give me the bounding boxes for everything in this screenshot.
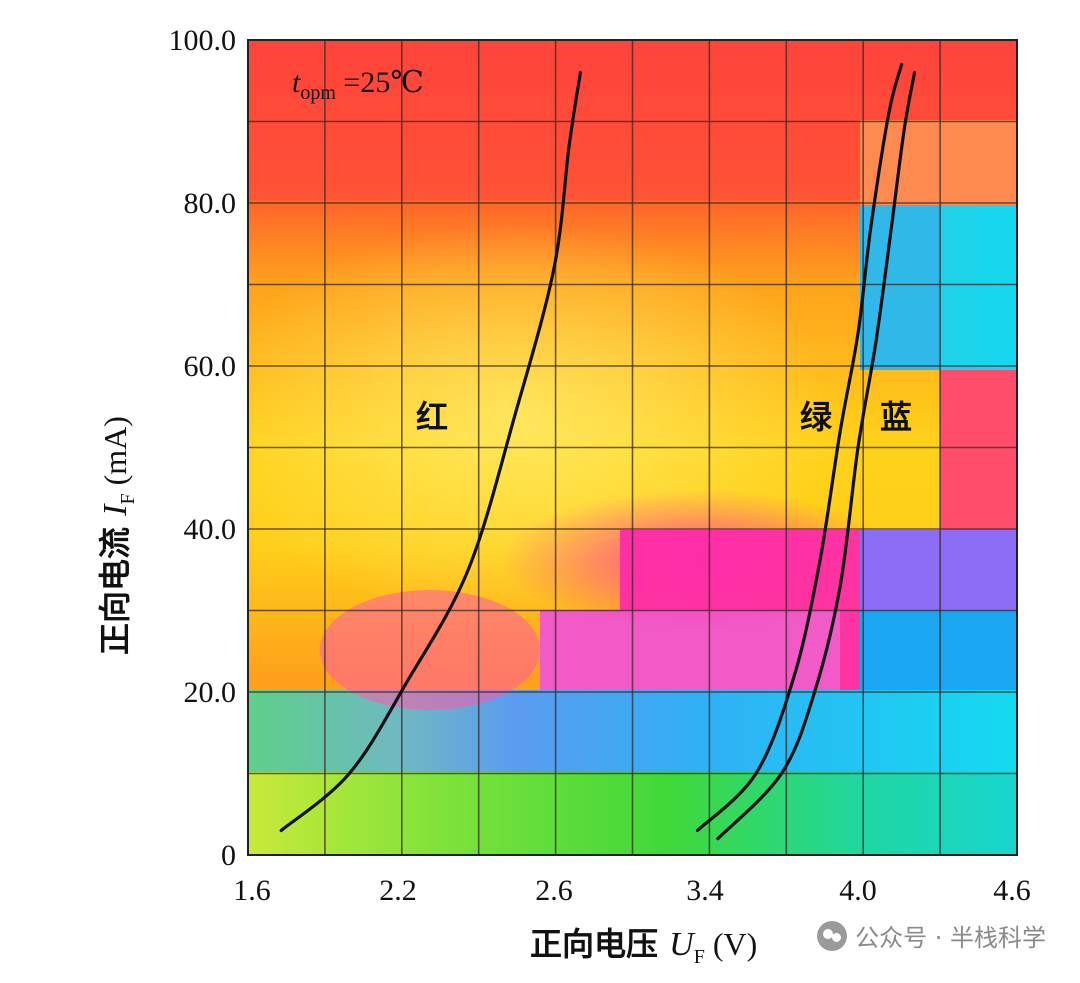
series-line-blue bbox=[716, 71, 917, 841]
series-label-green: 绿 bbox=[800, 398, 833, 436]
y-tick-label: 100.0 bbox=[169, 24, 237, 57]
watermark: 公众号 · 半栈科学 bbox=[817, 918, 1046, 953]
plot-frame bbox=[247, 39, 1018, 856]
x-tick-labels: 1.6 2.2 2.6 3.4 4.0 4.6 bbox=[233, 874, 1031, 907]
x-axis-title: 正向电压 UF (V) bbox=[530, 925, 757, 968]
y-tick-labels: 0 20.0 40.0 60.0 80.0 100.0 bbox=[169, 24, 237, 872]
y-tick-label: 0 bbox=[221, 839, 236, 872]
y-axis-title: 正向电流 IF (mA) bbox=[96, 416, 139, 655]
series-line-green bbox=[695, 62, 904, 833]
curves bbox=[279, 62, 917, 841]
y-tick-label: 40.0 bbox=[184, 513, 237, 546]
temperature-annotation: topm =25℃ bbox=[292, 66, 424, 104]
y-tick-label: 60.0 bbox=[184, 350, 237, 383]
x-tick-label: 2.2 bbox=[379, 874, 417, 907]
series-label-red: 红 bbox=[416, 398, 448, 436]
x-tick-label: 4.0 bbox=[839, 874, 877, 907]
series-line-red bbox=[279, 71, 582, 833]
x-tick-label: 3.4 bbox=[686, 874, 724, 907]
wechat-icon bbox=[817, 920, 848, 951]
y-tick-label: 20.0 bbox=[184, 676, 237, 709]
y-tick-label: 80.0 bbox=[184, 187, 237, 220]
x-tick-label: 2.6 bbox=[535, 874, 573, 907]
watermark-text: 公众号 · 半栈科学 bbox=[855, 924, 1046, 952]
plot-grid bbox=[248, 40, 1017, 855]
x-tick-label: 1.6 bbox=[233, 874, 271, 907]
x-tick-label: 4.6 bbox=[993, 874, 1031, 907]
series-label-blue: 蓝 bbox=[880, 398, 912, 436]
